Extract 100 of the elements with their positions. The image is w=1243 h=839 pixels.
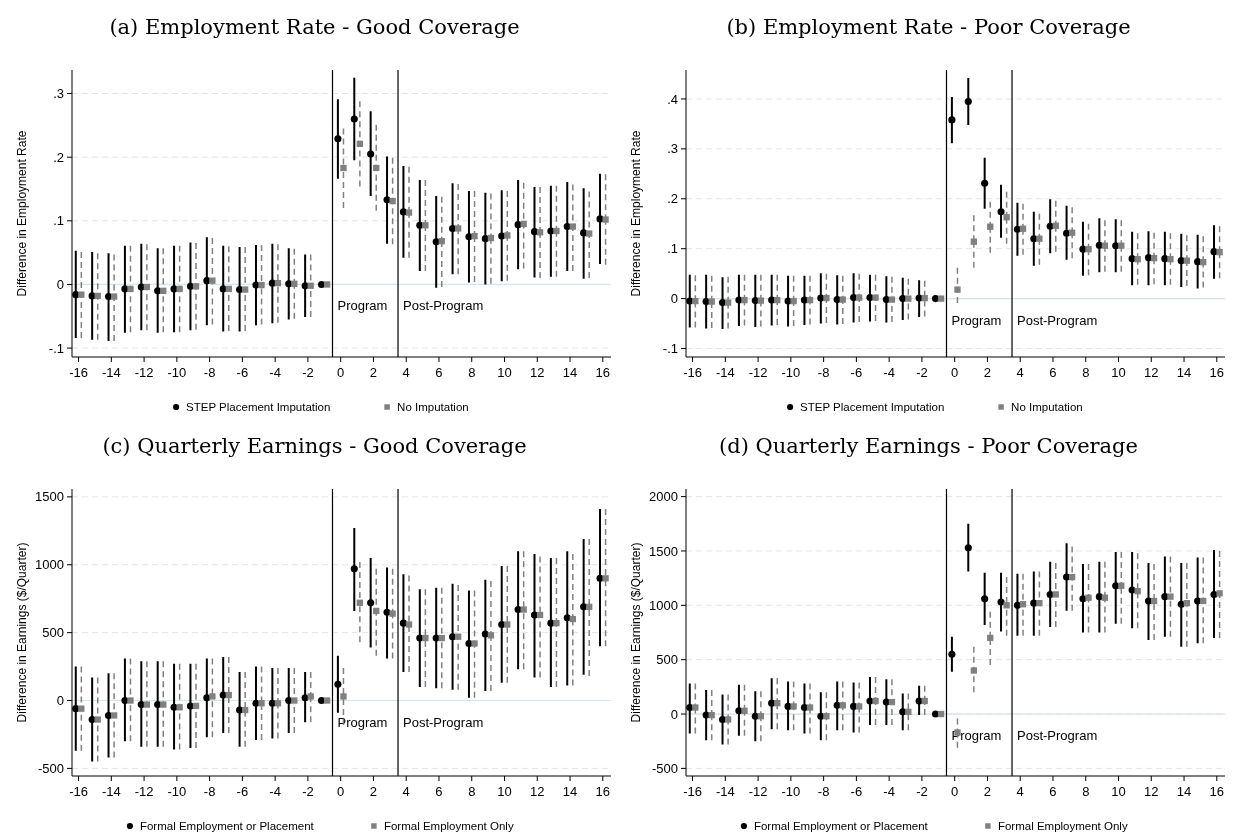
point bbox=[850, 702, 858, 710]
point bbox=[1150, 597, 1158, 605]
point bbox=[921, 697, 928, 705]
x-tick-label: -8 bbox=[817, 784, 830, 799]
point bbox=[334, 135, 342, 143]
point bbox=[405, 209, 413, 216]
point bbox=[806, 296, 814, 304]
point bbox=[872, 697, 879, 705]
y-axis-title: Difference in Earnings ($/Quarter) bbox=[629, 542, 643, 723]
point bbox=[757, 713, 765, 720]
point bbox=[602, 575, 609, 582]
point bbox=[258, 281, 265, 289]
point bbox=[340, 164, 347, 172]
point bbox=[882, 296, 890, 304]
x-tick-label: 10 bbox=[497, 365, 512, 380]
x-tick-label: -8 bbox=[203, 365, 216, 380]
point bbox=[872, 294, 879, 301]
point bbox=[580, 229, 588, 237]
point bbox=[78, 291, 85, 298]
y-tick-label: -500 bbox=[37, 760, 64, 776]
point bbox=[367, 599, 375, 607]
x-tick-label: -2 bbox=[302, 365, 314, 380]
point bbox=[285, 696, 293, 705]
legend-label: No Imputation bbox=[1011, 401, 1083, 414]
point bbox=[948, 650, 956, 658]
y-axis-title: Difference in Earnings ($/Quarter) bbox=[15, 542, 29, 723]
x-tick-label: -4 bbox=[269, 784, 281, 799]
y-tick-label: -500 bbox=[651, 760, 678, 776]
point bbox=[504, 232, 511, 239]
point bbox=[569, 223, 576, 230]
point bbox=[127, 285, 134, 293]
chart-title: (c) Quarterly Earnings - Good Coverage bbox=[102, 434, 527, 458]
x-tick-label: -14 bbox=[101, 365, 121, 380]
point bbox=[317, 280, 326, 289]
point bbox=[481, 235, 489, 243]
chart-title: (a) Employment Rate - Good Coverage bbox=[109, 15, 520, 39]
x-tick-label: -12 bbox=[748, 784, 768, 799]
ref-line-label: Post-Program bbox=[403, 714, 484, 730]
point bbox=[741, 296, 748, 304]
point bbox=[833, 296, 841, 304]
legend-label: Formal Employment or Placement bbox=[753, 820, 929, 833]
point bbox=[1167, 256, 1174, 263]
point bbox=[1216, 249, 1223, 256]
ref-line-label: Program bbox=[951, 728, 1002, 744]
x-tick-label: -6 bbox=[850, 365, 863, 380]
point bbox=[724, 299, 732, 306]
point bbox=[422, 222, 429, 229]
point bbox=[1200, 259, 1207, 266]
point bbox=[899, 708, 907, 716]
x-tick-label: -4 bbox=[883, 784, 895, 799]
x-tick-label: 10 bbox=[1111, 784, 1126, 799]
x-tick-label: 8 bbox=[1082, 365, 1090, 380]
chart-title: (b) Employment Rate - Poor Coverage bbox=[726, 15, 1131, 39]
point bbox=[757, 297, 765, 304]
point bbox=[1085, 246, 1092, 253]
point bbox=[981, 595, 989, 603]
point bbox=[389, 197, 396, 205]
legend-label: STEP Placement Imputation bbox=[800, 401, 945, 414]
point bbox=[301, 694, 309, 702]
point bbox=[1194, 258, 1202, 266]
point bbox=[751, 297, 759, 305]
point bbox=[970, 667, 978, 674]
point bbox=[1013, 601, 1021, 609]
x-tick-label: -12 bbox=[134, 365, 154, 380]
point bbox=[137, 701, 145, 709]
point bbox=[160, 701, 167, 708]
y-tick-label: 2000 bbox=[649, 489, 678, 505]
x-tick-label: 14 bbox=[1176, 784, 1192, 799]
point bbox=[1052, 591, 1059, 598]
y-tick-label: 1500 bbox=[649, 543, 678, 559]
point bbox=[88, 715, 96, 724]
x-tick-label: 14 bbox=[562, 365, 578, 380]
ref-line-label: Post-Program bbox=[403, 298, 484, 314]
point bbox=[937, 710, 945, 718]
legend-label: STEP Placement Imputation bbox=[186, 401, 331, 414]
point bbox=[154, 287, 162, 295]
point bbox=[806, 704, 814, 711]
x-tick-label: -8 bbox=[817, 365, 830, 380]
point bbox=[774, 700, 781, 707]
point bbox=[209, 693, 216, 700]
x-tick-label: 2 bbox=[983, 365, 992, 380]
x-tick-label: -16 bbox=[69, 784, 88, 799]
point bbox=[225, 285, 232, 293]
point bbox=[1118, 582, 1125, 589]
point bbox=[1036, 599, 1043, 607]
point bbox=[888, 296, 896, 303]
x-tick-label: 14 bbox=[562, 784, 578, 799]
point bbox=[937, 295, 945, 302]
legend-label: Formal Employment or Placement bbox=[139, 820, 315, 833]
point bbox=[432, 634, 440, 642]
point bbox=[268, 279, 276, 287]
point bbox=[1134, 256, 1141, 263]
x-tick-label: 4 bbox=[402, 365, 410, 380]
point bbox=[1134, 588, 1141, 595]
y-tick-label: .4 bbox=[667, 91, 678, 107]
x-tick-label: 8 bbox=[468, 784, 476, 799]
point bbox=[137, 283, 145, 291]
point bbox=[1200, 597, 1207, 605]
y-tick-label: .1 bbox=[667, 241, 678, 257]
point bbox=[268, 699, 276, 707]
